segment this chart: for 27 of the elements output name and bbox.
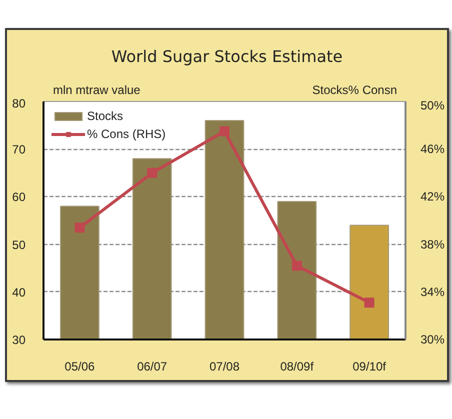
point bbox=[364, 298, 374, 308]
legend-label: % Cons (RHS) bbox=[87, 127, 166, 141]
point bbox=[292, 260, 302, 271]
y2-tick-label: 46% bbox=[420, 142, 445, 156]
y2-tick-label: 50% bbox=[420, 98, 445, 112]
y2-tick-label: 34% bbox=[420, 284, 445, 299]
y-tick-label: 40 bbox=[12, 285, 26, 300]
y-tick-label: 60 bbox=[12, 190, 26, 204]
x-tick-label: 06/07 bbox=[137, 360, 168, 374]
chart-title: World Sugar Stocks Estimate bbox=[111, 46, 343, 68]
y-tick-label: 30 bbox=[12, 333, 26, 347]
y2-tick-label: 30% bbox=[420, 332, 445, 346]
y-tick-label: 70 bbox=[12, 142, 26, 157]
point bbox=[220, 126, 230, 136]
point bbox=[74, 222, 85, 233]
point bbox=[147, 168, 158, 178]
x-tick-label: 07/08 bbox=[209, 360, 240, 374]
y2-tick-label: 42% bbox=[420, 190, 445, 204]
y-tick-label: 80 bbox=[12, 96, 26, 110]
x-tick-label: 05/06 bbox=[64, 360, 96, 374]
legend-label: Stocks bbox=[87, 109, 124, 123]
y-axis-title: mln mtraw value bbox=[53, 82, 140, 99]
x-tick-label: 08/09f bbox=[280, 360, 314, 374]
y-tick-label: 50 bbox=[12, 238, 26, 252]
y2-tick-label: 38% bbox=[420, 237, 445, 252]
x-tick-label: 09/10f bbox=[352, 360, 387, 374]
y2-axis-title: Stocks% Consn bbox=[312, 82, 397, 99]
